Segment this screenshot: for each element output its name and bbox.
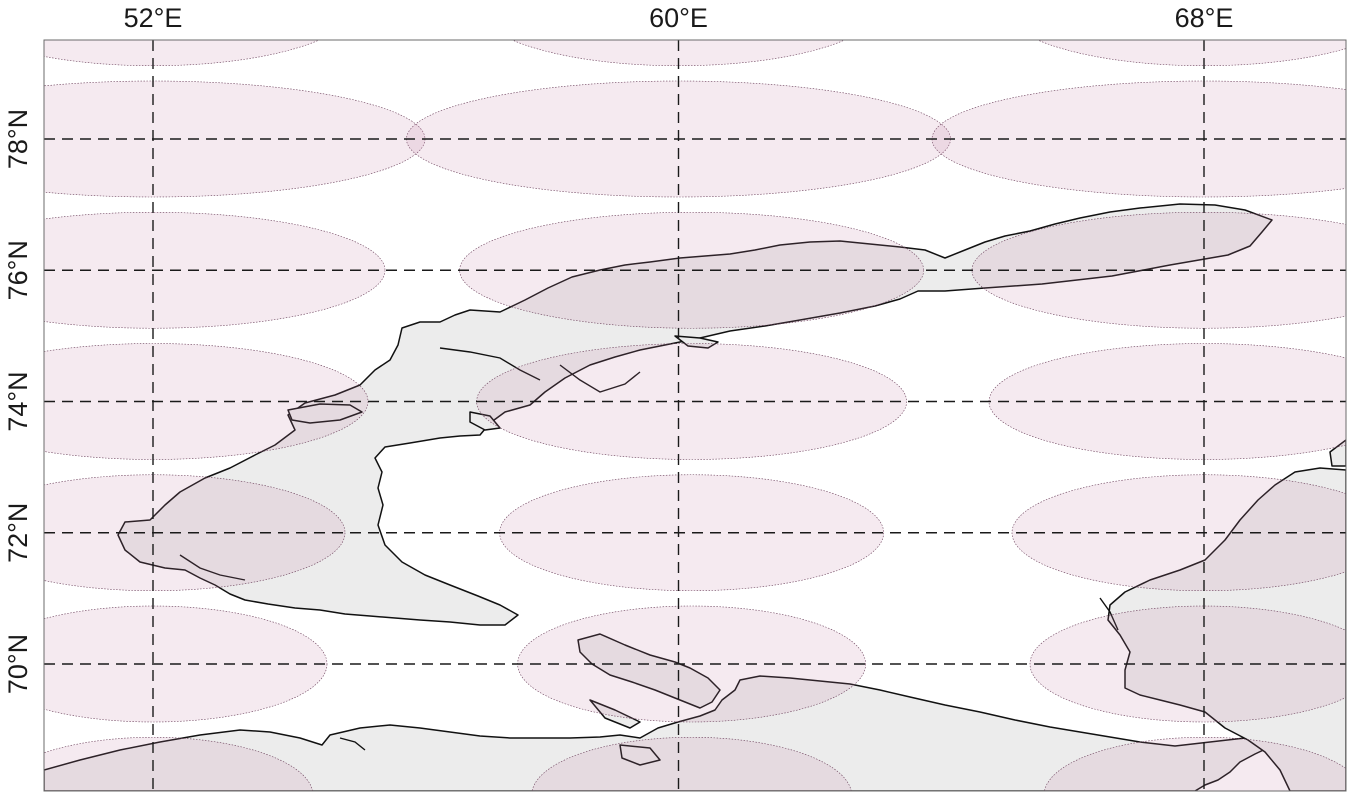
latitude-label: 74°N	[3, 371, 33, 431]
coverage-ellipse	[1037, 40, 1346, 67]
bely-island	[1329, 439, 1346, 467]
longitude-label: 68°E	[1175, 3, 1234, 33]
islet-3	[287, 403, 363, 424]
islet-1	[674, 335, 719, 349]
map-frame	[43, 39, 1347, 792]
vaygach-island	[577, 633, 721, 709]
coverage-ellipse	[44, 40, 320, 67]
coast-detail-3	[179, 554, 246, 581]
islet-5	[619, 744, 661, 766]
latitude-label: 76°N	[3, 240, 33, 300]
longitude-labels: 52°E 60°E 68°E	[124, 3, 1234, 33]
longitude-label: 60°E	[649, 3, 708, 33]
land-layer	[44, 203, 1346, 791]
coast-detail-1	[439, 347, 541, 381]
latitude-label: 78°N	[3, 109, 33, 169]
coverage-ellipse	[44, 605, 328, 723]
coverage-ellipse	[1044, 736, 1346, 791]
coverage-ellipse	[476, 343, 907, 460]
islet-4	[589, 699, 641, 729]
coast-detail-2	[559, 364, 641, 393]
coast-detail-5	[339, 737, 366, 751]
coverage-ellipse	[459, 211, 924, 329]
longitude-label: 52°E	[124, 3, 183, 33]
latitude-labels: 78°N 76°N 74°N 72°N 70°N	[3, 109, 33, 694]
yamal-peninsula	[1107, 467, 1346, 791]
latitude-label: 72°N	[3, 503, 33, 563]
coast-detail-4	[1099, 597, 1119, 631]
coverage-ellipse	[511, 40, 846, 67]
coverage-ellipse	[44, 736, 313, 791]
coverage-ellipse	[971, 211, 1346, 329]
coverage-ellipse	[531, 736, 852, 791]
latitude-label: 70°N	[3, 634, 33, 694]
islet-2	[469, 411, 501, 431]
graticule	[44, 40, 1346, 791]
